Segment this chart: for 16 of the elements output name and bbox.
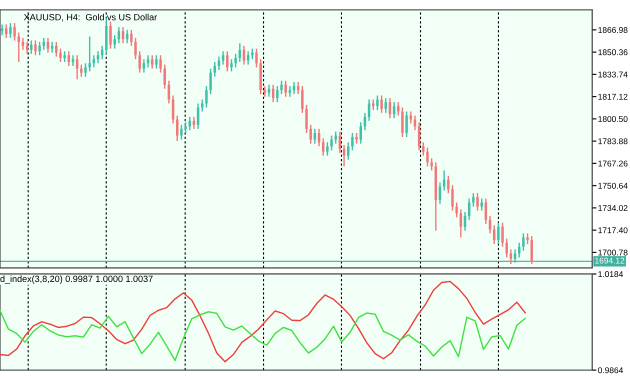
ref-line-label: 1694.12 xyxy=(595,258,624,264)
y-tick-label: 1767.26 xyxy=(598,160,628,166)
y-tick-label: 1734.02 xyxy=(598,205,628,211)
y-tick-label: 1866.98 xyxy=(598,27,628,33)
y-tick-label: 1.0184 xyxy=(598,271,623,278)
y-tick-label: 1750.64 xyxy=(598,182,628,189)
chart-title: d_index(3,8,20) 0.9987 1.0000 1.0037 xyxy=(0,275,153,284)
y-tick-label: 1700.78 xyxy=(598,250,628,256)
y-tick-label: 1817.12 xyxy=(598,94,628,100)
y-tick-label: 1850.36 xyxy=(598,49,628,56)
y-tick-label: 1833.74 xyxy=(598,72,628,78)
y-tick-label: 1717.40 xyxy=(598,227,628,234)
y-tick-label: 0.9864 xyxy=(598,367,623,374)
y-tick-label: 1783.88 xyxy=(598,138,628,144)
chart-title: XAUUSD, H4: Gold vs US Dollar xyxy=(24,14,157,22)
y-tick-label: 1800.50 xyxy=(598,116,628,122)
